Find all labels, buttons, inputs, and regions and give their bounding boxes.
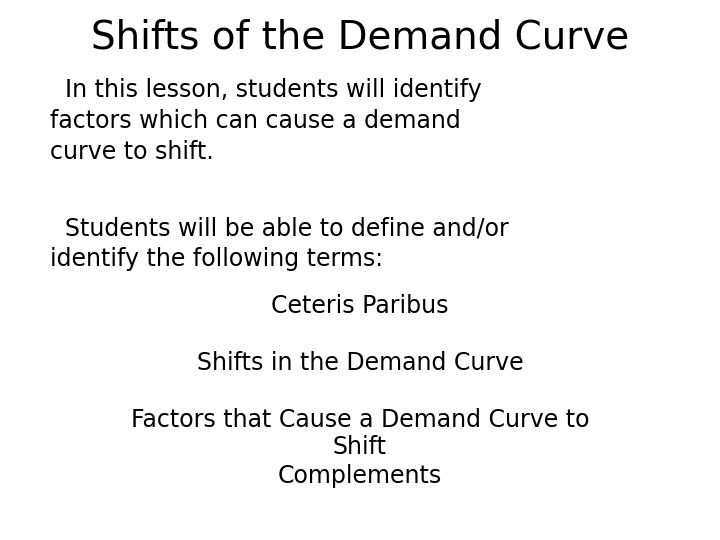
Text: Factors that Cause a Demand Curve to
Shift: Factors that Cause a Demand Curve to Shi…: [131, 408, 589, 460]
Text: Shifts of the Demand Curve: Shifts of the Demand Curve: [91, 19, 629, 57]
Text: Students will be able to define and/or
identify the following terms:: Students will be able to define and/or i…: [50, 216, 509, 271]
Text: Shifts in the Demand Curve: Shifts in the Demand Curve: [197, 351, 523, 375]
Text: Complements: Complements: [278, 464, 442, 488]
Text: In this lesson, students will identify
factors which can cause a demand
curve to: In this lesson, students will identify f…: [50, 78, 482, 164]
Text: Ceteris Paribus: Ceteris Paribus: [271, 294, 449, 318]
